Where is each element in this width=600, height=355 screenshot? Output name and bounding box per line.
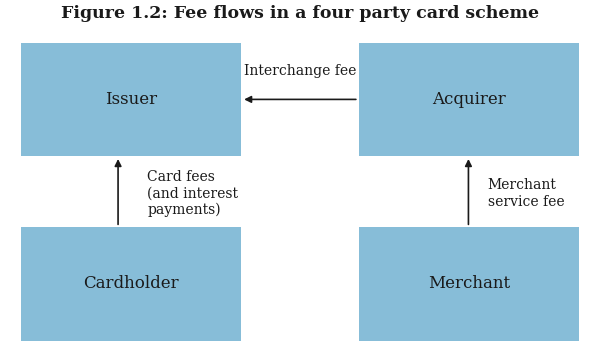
Text: Merchant: Merchant [428,275,510,293]
Text: Issuer: Issuer [105,91,157,108]
Text: Merchant
service fee: Merchant service fee [488,178,565,209]
FancyBboxPatch shape [359,43,579,156]
Text: Acquirer: Acquirer [432,91,506,108]
Text: Interchange fee: Interchange fee [244,64,356,78]
FancyBboxPatch shape [21,227,241,341]
Text: Figure 1.2: Fee flows in a four party card scheme: Figure 1.2: Fee flows in a four party ca… [61,5,539,22]
Text: Cardholder: Cardholder [83,275,179,293]
FancyBboxPatch shape [359,227,579,341]
FancyBboxPatch shape [21,43,241,156]
Text: Card fees
(and interest
payments): Card fees (and interest payments) [148,170,238,217]
